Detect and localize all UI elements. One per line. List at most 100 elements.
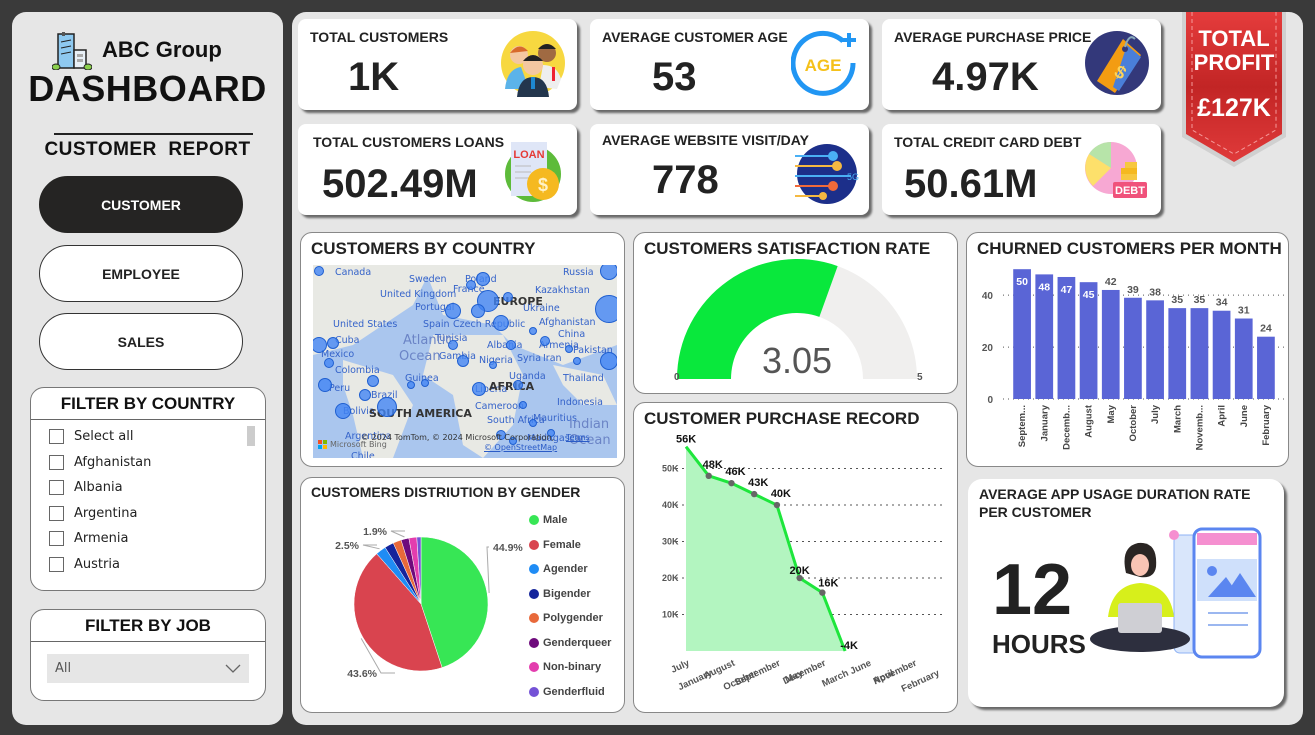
bar[interactable]: [1190, 308, 1209, 399]
checkbox[interactable]: [49, 429, 64, 445]
bar[interactable]: [1057, 276, 1076, 399]
bar[interactable]: [1168, 308, 1187, 399]
data-point[interactable]: [819, 589, 826, 596]
app-usage-title-line2: PER CUSTOMER: [979, 504, 1092, 520]
country-option[interactable]: Austria: [49, 552, 265, 578]
map-bubble[interactable]: [457, 355, 469, 367]
pie-slice[interactable]: [416, 536, 422, 605]
map-bubble[interactable]: [466, 280, 476, 290]
kpi-label: AVERAGE CUSTOMER AGE: [602, 29, 788, 45]
map-bubble[interactable]: [565, 345, 573, 353]
country-option[interactable]: Armenia: [49, 526, 265, 552]
checkbox[interactable]: [49, 531, 64, 547]
gauge-value: 3.05: [762, 340, 832, 381]
data-point[interactable]: [773, 501, 781, 509]
bar[interactable]: [1079, 282, 1098, 399]
map-bubble[interactable]: [600, 265, 617, 280]
leader-line: [360, 638, 395, 674]
bar[interactable]: [1035, 274, 1054, 399]
bar[interactable]: [1234, 318, 1253, 399]
legend-item[interactable]: Genderfluid: [529, 680, 611, 705]
data-point[interactable]: [728, 479, 735, 487]
legend-item[interactable]: Male: [529, 508, 611, 533]
nav-customer-button[interactable]: CUSTOMER: [39, 176, 243, 233]
map-bubble[interactable]: [472, 382, 486, 396]
nav-sales-button[interactable]: SALES: [39, 313, 243, 370]
legend-item[interactable]: Bigender: [529, 582, 611, 607]
map-bubble[interactable]: [367, 375, 379, 387]
data-point[interactable]: [750, 490, 758, 498]
map-bubble[interactable]: [318, 378, 332, 392]
map-bubble[interactable]: [547, 429, 555, 437]
map-bubble[interactable]: [327, 337, 339, 349]
map-bubble[interactable]: [314, 266, 324, 276]
legend-item[interactable]: Agender: [529, 557, 611, 582]
bar[interactable]: [1124, 297, 1142, 399]
map-terms-link[interactable]: Terms: [566, 433, 590, 442]
legend-item[interactable]: Genderqueer: [529, 631, 611, 656]
map-bubble[interactable]: [519, 401, 527, 409]
checkbox[interactable]: [49, 505, 64, 521]
map-bubble[interactable]: [359, 389, 371, 401]
y-tick-label: 40: [982, 291, 994, 302]
bar[interactable]: [1212, 310, 1231, 399]
map-bubble[interactable]: [493, 315, 509, 331]
country-option[interactable]: Afghanistan: [49, 450, 265, 476]
data-point[interactable]: [796, 574, 803, 582]
map-country-label: Armenia: [539, 340, 579, 351]
map-bubble[interactable]: [506, 340, 516, 350]
country-option[interactable]: Albania: [49, 475, 265, 501]
map-bubble[interactable]: [529, 327, 537, 335]
point-data-label: 40K: [771, 488, 791, 500]
map-bubble[interactable]: [448, 340, 458, 350]
world-map[interactable]: CanadaRussiaSwedenPolandUnited KingdomFr…: [313, 265, 617, 458]
map-country-label: Iran: [543, 353, 562, 364]
map-bubble[interactable]: [421, 379, 429, 387]
map-ocean-label: Ocean: [569, 433, 611, 448]
kpi-value: 50.61M: [904, 162, 1038, 206]
legend-item[interactable]: Non-binary: [529, 655, 611, 680]
map-bubble[interactable]: [503, 292, 513, 302]
checkbox[interactable]: [49, 454, 64, 470]
checkbox[interactable]: [49, 556, 64, 572]
nav-employee-button[interactable]: EMPLOYEE: [39, 245, 243, 302]
checkbox[interactable]: [49, 480, 64, 496]
bar[interactable]: [1013, 269, 1031, 399]
map-bubble[interactable]: [513, 380, 523, 390]
map-bubble[interactable]: [595, 295, 617, 323]
country-option[interactable]: Argentina: [49, 501, 265, 527]
bar-data-label: 35: [1171, 294, 1183, 306]
bar[interactable]: [1257, 336, 1275, 399]
map-bubble[interactable]: [496, 430, 506, 440]
country-list-scrollbar[interactable]: [247, 426, 255, 446]
data-point[interactable]: [705, 472, 712, 480]
openstreetmap-link[interactable]: © OpenStreetMap: [484, 443, 558, 452]
map-bubble[interactable]: [573, 357, 581, 365]
bar[interactable]: [1101, 289, 1120, 399]
map-country-label: Cameroon: [475, 401, 524, 412]
pie-slice[interactable]: [353, 553, 443, 672]
legend-item[interactable]: Polygender: [529, 606, 611, 631]
satisfaction-rate-panel: CUSTOMERS SATISFACTION RATE 3.05 0 5: [633, 232, 958, 394]
legend-item[interactable]: Female: [529, 533, 611, 558]
map-bubble[interactable]: [509, 437, 517, 445]
map-bubble[interactable]: [407, 381, 415, 389]
map-bubble[interactable]: [489, 361, 497, 369]
job-dropdown[interactable]: All: [47, 654, 249, 683]
map-bubble[interactable]: [529, 419, 537, 427]
map-bubble[interactable]: [377, 397, 397, 417]
map-bubble[interactable]: [476, 272, 490, 286]
country-option[interactable]: Select all: [49, 424, 265, 450]
map-bubble[interactable]: [324, 358, 334, 368]
bar[interactable]: [1146, 300, 1164, 399]
brand-name: ABC Group: [102, 37, 222, 62]
map-bubble[interactable]: [335, 403, 351, 419]
pie-slice[interactable]: [420, 536, 489, 668]
map-bubble[interactable]: [313, 337, 327, 353]
map-bubble[interactable]: [540, 336, 550, 346]
kpi-value: 502.49M: [322, 162, 478, 206]
kpi-label: TOTAL CUSTOMERS LOANS: [313, 134, 505, 150]
map-bubble[interactable]: [445, 303, 461, 319]
map-bubble[interactable]: [600, 352, 617, 370]
map-bubble[interactable]: [471, 304, 485, 318]
